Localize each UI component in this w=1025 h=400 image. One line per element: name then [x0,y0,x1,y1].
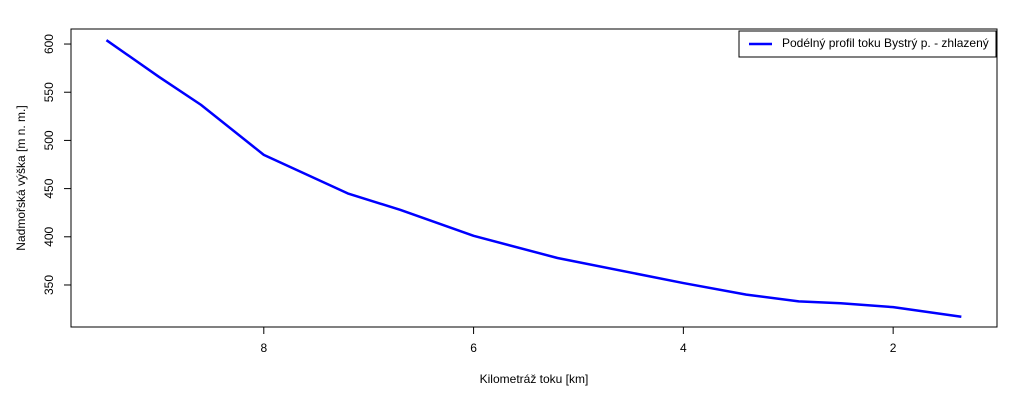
legend-label: Podélný profil toku Bystrý p. - zhlazený [782,36,989,50]
legend-box [738,30,997,58]
y-tick-label: 400 [42,226,56,246]
x-tick-label: 4 [680,341,687,355]
y-tick-label: 500 [42,130,56,150]
y-axis-label: Nadmořská výška [m n. m.] [14,105,28,250]
plot-frame [70,28,998,328]
y-tick-label: 600 [42,34,56,54]
y-tick-label: 350 [42,275,56,295]
x-tick-label: 2 [890,341,897,355]
x-tick-label: 6 [470,341,477,355]
x-tick-label: 8 [260,341,267,355]
x-axis-label: Kilometráž toku [km] [480,372,589,386]
data-line [105,39,962,319]
y-tick-label: 450 [42,178,56,198]
y-tick-label: 550 [42,82,56,102]
